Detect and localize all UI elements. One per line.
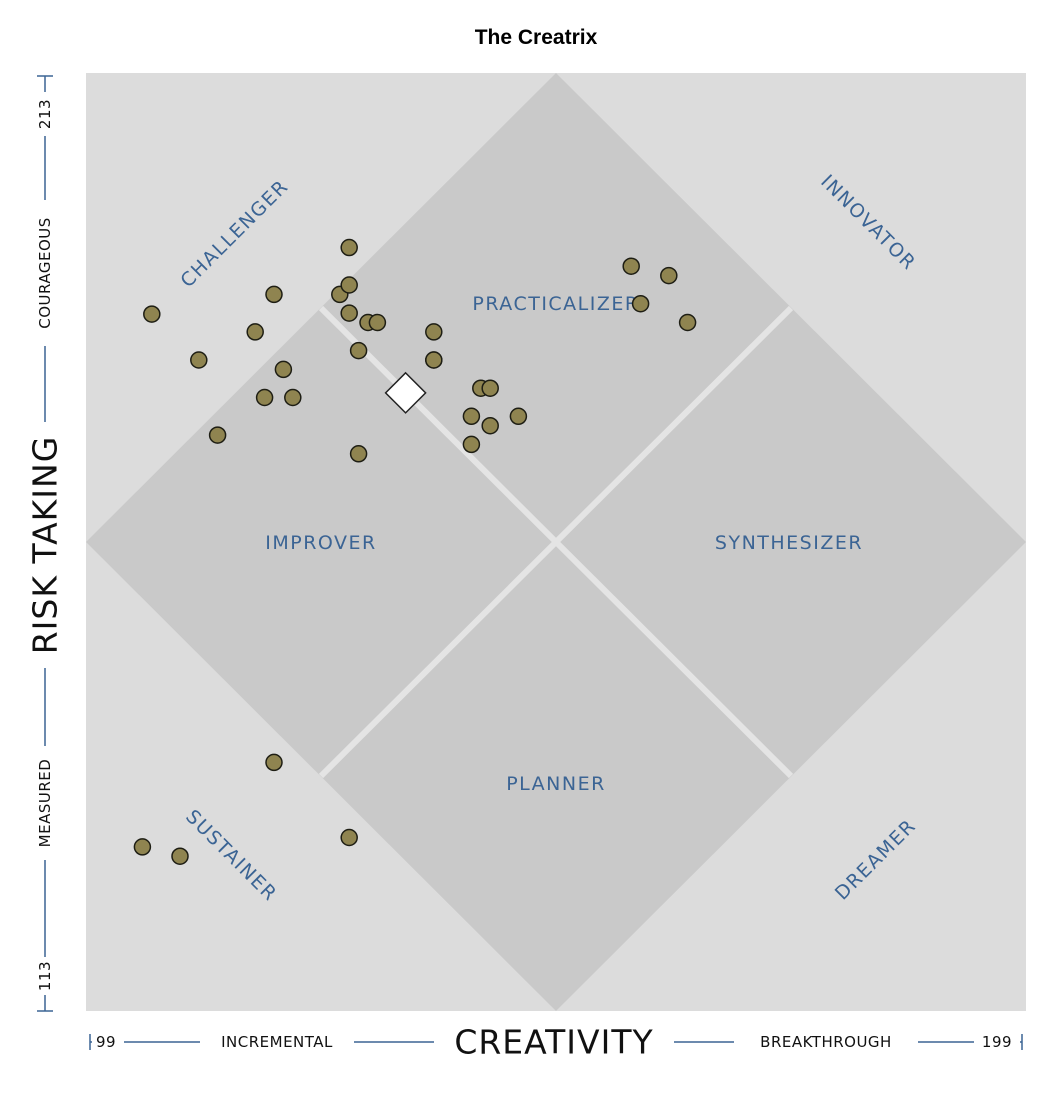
- x-axis-low-label: INCREMENTAL: [221, 1033, 333, 1051]
- data-point-1: [143, 305, 161, 323]
- data-point-30: [622, 257, 640, 275]
- data-point-25: [462, 407, 481, 426]
- data-point-12: [349, 341, 368, 360]
- y-title-bg: [27, 422, 63, 668]
- y-axis-high-label: COURAGEOUS: [36, 217, 54, 328]
- chart-title: The Creatrix: [475, 26, 598, 49]
- zone-label-improver: IMPROVER: [265, 532, 376, 554]
- data-point-13: [265, 285, 283, 304]
- data-point-7: [246, 323, 264, 341]
- data-point-6: [190, 351, 208, 369]
- y-low-bg: [37, 746, 53, 860]
- data-point-28: [340, 828, 358, 847]
- data-point-17: [274, 360, 293, 379]
- x-high-bg: [734, 1032, 918, 1052]
- y-axis: 213 COURAGEOUS RISK TAKING MEASURED 113: [26, 75, 65, 1012]
- data-point-29: [425, 351, 443, 369]
- y-axis-low-label: MEASURED: [36, 759, 54, 848]
- data-point-31: [631, 294, 650, 313]
- zone-label-synthesizer: SYNTHESIZER: [715, 532, 863, 554]
- data-point-3: [349, 445, 368, 463]
- data-point-33: [678, 313, 697, 332]
- x-max-bg: [974, 1032, 1020, 1052]
- data-point-5: [171, 847, 189, 865]
- divider-ne: [553, 305, 794, 545]
- zone-label-practicalizer: PRACTICALIZER: [472, 293, 639, 315]
- y-max-bg: [37, 92, 53, 136]
- reference-diamond-marker: [384, 371, 427, 414]
- data-point-4: [133, 838, 152, 856]
- zone-label-planner: PLANNER: [506, 773, 606, 795]
- data-point-10: [284, 388, 302, 407]
- data-point-9: [340, 304, 358, 322]
- data-point-24: [462, 435, 481, 454]
- data-point-20: [368, 313, 387, 332]
- data-point-23: [481, 379, 499, 397]
- y-axis-max-label: 213: [36, 99, 54, 129]
- data-point-16: [425, 323, 443, 341]
- x-axis-title: CREATIVITY: [454, 1023, 653, 1062]
- data-point-15: [340, 238, 358, 257]
- x-axis-max-label: 199: [982, 1033, 1012, 1051]
- data-point-32: [660, 266, 678, 285]
- x-title-bg: [434, 1022, 674, 1062]
- x-low-bg: [200, 1032, 354, 1052]
- y-high-bg: [37, 200, 53, 346]
- data-point-14: [340, 276, 358, 294]
- data-point-19: [265, 753, 283, 772]
- x-axis: 99 INCREMENTAL CREATIVITY BREAKTHROUGH 1…: [89, 1022, 1023, 1062]
- x-min-bg: [92, 1032, 124, 1052]
- divider-sw: [318, 539, 559, 779]
- data-point-27: [509, 407, 528, 426]
- data-point-18: [255, 388, 274, 407]
- x-axis-high-label: BREAKTHROUGH: [760, 1033, 892, 1051]
- data-points: [133, 238, 697, 865]
- data-point-26: [481, 416, 499, 435]
- y-min-bg: [37, 957, 53, 995]
- y-axis-title: RISK TAKING: [26, 436, 65, 655]
- y-axis-min-label: 113: [36, 961, 54, 991]
- x-axis-min-label: 99: [96, 1033, 116, 1051]
- divider-se: [553, 539, 794, 779]
- reference-marker-layer: [384, 371, 427, 414]
- data-point-2: [208, 426, 227, 444]
